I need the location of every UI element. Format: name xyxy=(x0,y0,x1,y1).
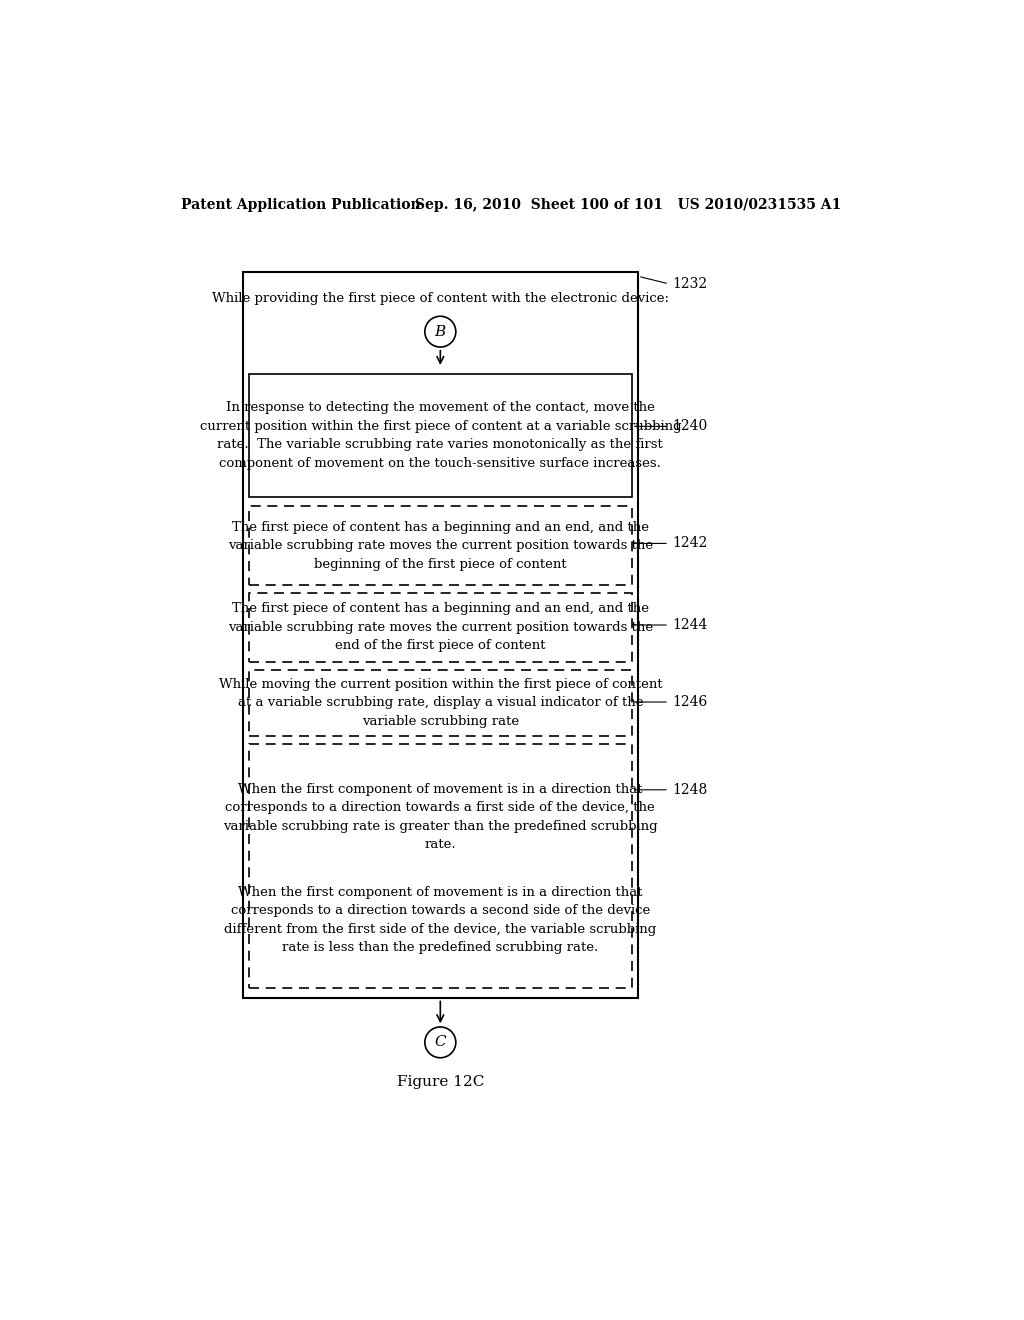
Text: 1244: 1244 xyxy=(672,618,708,632)
Text: The first piece of content has a beginning and an end, and the
variable scrubbin: The first piece of content has a beginni… xyxy=(227,602,653,652)
Text: When the first component of movement is in a direction that
corresponds to a dir: When the first component of movement is … xyxy=(224,886,656,954)
Text: 1242: 1242 xyxy=(672,536,708,550)
Text: While providing the first piece of content with the electronic device:: While providing the first piece of conte… xyxy=(212,292,669,305)
Text: 1240: 1240 xyxy=(672,420,708,433)
Text: Sep. 16, 2010  Sheet 100 of 101   US 2010/0231535 A1: Sep. 16, 2010 Sheet 100 of 101 US 2010/0… xyxy=(415,198,841,211)
Bar xyxy=(249,507,632,585)
Text: 1248: 1248 xyxy=(672,783,708,797)
Text: 1232: 1232 xyxy=(672,277,708,290)
Bar xyxy=(249,593,632,663)
Bar xyxy=(249,374,632,498)
Text: Figure 12C: Figure 12C xyxy=(396,1076,484,1089)
Text: When the first component of movement is in a direction that
corresponds to a dir: When the first component of movement is … xyxy=(223,783,657,851)
Bar xyxy=(243,272,638,998)
Bar xyxy=(249,669,632,737)
Text: The first piece of content has a beginning and an end, and the
variable scrubbin: The first piece of content has a beginni… xyxy=(227,520,653,570)
Text: Patent Application Publication: Patent Application Publication xyxy=(180,198,420,211)
Text: C: C xyxy=(434,1035,446,1049)
Text: 1246: 1246 xyxy=(672,696,708,709)
Text: While moving the current position within the first piece of content
at a variabl: While moving the current position within… xyxy=(218,677,663,727)
Text: B: B xyxy=(435,325,445,339)
Bar xyxy=(249,743,632,989)
Text: In response to detecting the movement of the contact, move the
current position : In response to detecting the movement of… xyxy=(200,401,681,470)
